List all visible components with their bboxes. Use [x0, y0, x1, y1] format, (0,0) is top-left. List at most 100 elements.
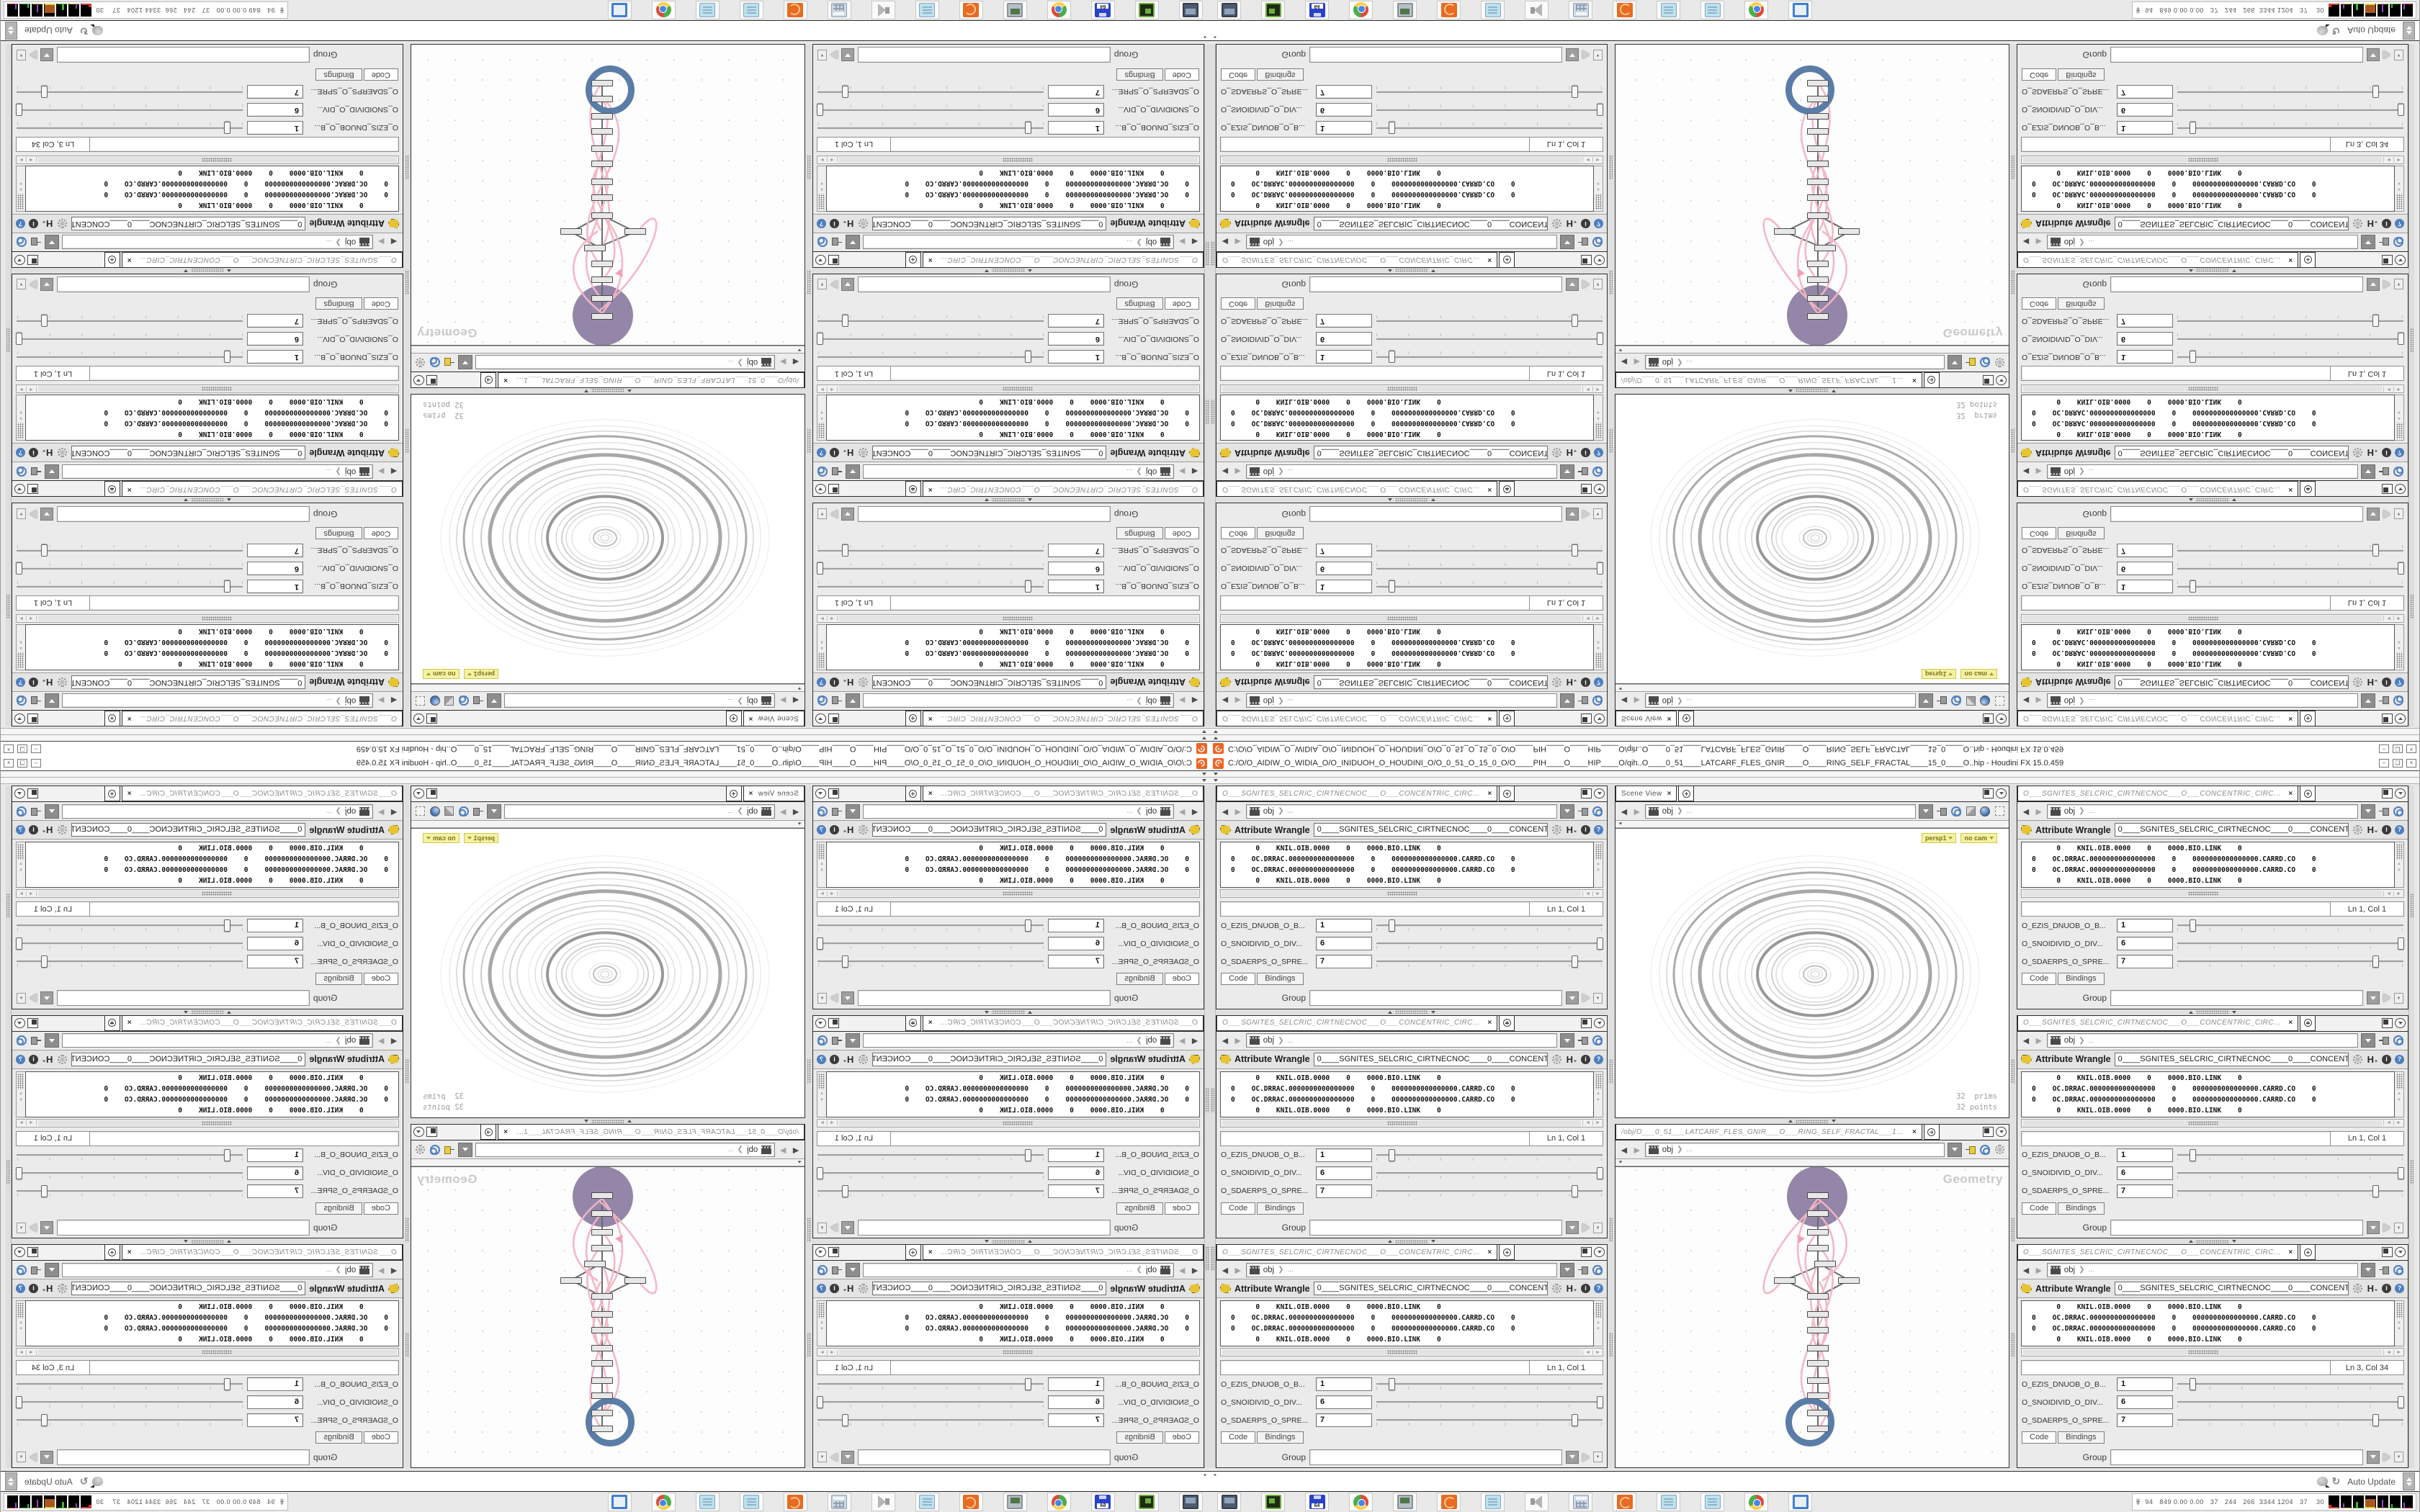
scrollbar-grip[interactable]	[2188, 1350, 2219, 1355]
pane-menu-button[interactable]	[815, 1247, 826, 1258]
group-pick-arrow-icon[interactable]	[2383, 509, 2390, 518]
network-mini-strip[interactable]	[411, 1159, 805, 1167]
scroll-up-icon[interactable]: ▲	[19, 646, 23, 650]
group-pick-arrow-icon[interactable]	[1582, 1452, 1590, 1462]
houdini-swirl-icon[interactable]	[16, 806, 27, 817]
tab-network-path[interactable]: /obj/O___0_51___LATCARF_FLES_GNIR___O___…	[498, 372, 805, 387]
group-pick-arrow-icon[interactable]	[1582, 280, 1590, 289]
pane-menu-button[interactable]	[413, 1127, 424, 1138]
path-breadcrumb[interactable]: obj ❯ ...	[1644, 693, 1916, 708]
vex-code-editor[interactable]: 0 KNIL.OIB.0000 0 0000.BIO.LINK 0 0 OC.D…	[25, 624, 399, 670]
code-vertical-scrollbar[interactable]: ▲ ▼	[817, 395, 826, 441]
scroll-up-icon[interactable]: ▲	[1596, 862, 1600, 866]
gear-icon[interactable]	[415, 1144, 426, 1156]
houdini-swirl-icon[interactable]	[429, 356, 441, 368]
tab-bindings[interactable]: Bindings	[1257, 1202, 1304, 1215]
back-button[interactable]: ◄	[1190, 805, 1200, 817]
notepad-icon[interactable]	[1657, 1493, 1680, 1511]
param-slider[interactable]	[817, 919, 1044, 932]
path-breadcrumb[interactable]: obj ❯ ...	[504, 693, 776, 708]
scrollbar-grip[interactable]	[17, 193, 24, 210]
path-dropdown-button[interactable]	[2361, 464, 2375, 479]
display-capture-icon[interactable]	[1217, 1, 1241, 19]
tab-bindings[interactable]: Bindings	[1257, 1431, 1304, 1444]
left-edge-splitter[interactable]	[1210, 44, 1216, 726]
path-breadcrumb[interactable]: obj ❯ ...	[863, 693, 1175, 708]
param-slider[interactable]	[1376, 1184, 1603, 1198]
vex-code-editor[interactable]: 0 KNIL.OIB.0000 0 0000.BIO.LINK 0 0 OC.D…	[1220, 1300, 1594, 1347]
param-value-field[interactable]: 7	[2117, 1184, 2173, 1198]
tab-code[interactable]: Code	[1164, 1202, 1199, 1215]
houdini-swirl-icon[interactable]	[16, 1035, 27, 1046]
slider-handle[interactable]	[1596, 937, 1603, 950]
new-tab-button[interactable]	[1499, 1015, 1515, 1031]
new-tab-button[interactable]	[104, 1015, 120, 1031]
group-input[interactable]	[1309, 1220, 1562, 1236]
group-dropdown-button[interactable]	[2367, 1221, 2380, 1234]
group-input[interactable]	[57, 1220, 310, 1236]
notepad-icon[interactable]	[1481, 1, 1505, 19]
scrollbar-grip[interactable]	[1002, 891, 1033, 896]
node-name-field[interactable]: 0____SGNITES_SELCRIC_CIRTNECNOC____0____…	[1313, 216, 1548, 230]
scrollbar-grip[interactable]	[1595, 193, 1602, 210]
help-icon[interactable]: ?	[1594, 1284, 1603, 1294]
back-button[interactable]: ◄	[2021, 1264, 2031, 1276]
back-button[interactable]: ◄	[1220, 236, 1230, 248]
close-icon[interactable]: ×	[1487, 485, 1492, 493]
attribute-wrangle-icon[interactable]	[2021, 678, 2032, 687]
tab-scene-view[interactable]: Scene View ×	[1615, 711, 1677, 726]
shading-globe-icon[interactable]	[1979, 696, 1991, 707]
scrollbar-grip[interactable]	[1387, 616, 1418, 621]
tab-scene-view[interactable]: Scene View ×	[743, 711, 805, 726]
new-tab-button[interactable]	[2300, 1245, 2316, 1261]
slider-handle[interactable]	[1025, 919, 1032, 932]
slider-handle[interactable]	[841, 315, 848, 328]
tab-concentric-circles-settings[interactable]: O___SGNITES_SELCRIC_CIRTNECNOC___O___CON…	[2017, 1015, 2299, 1031]
code-horizontal-scrollbar[interactable]: ◄ ►	[16, 889, 399, 898]
tab-bindings[interactable]: Bindings	[315, 1431, 362, 1444]
group-input[interactable]	[858, 1220, 1111, 1236]
new-tab-button[interactable]	[1499, 251, 1515, 267]
pane-maximize-button[interactable]	[426, 714, 437, 724]
houdini-swirl-icon[interactable]	[2393, 466, 2404, 477]
new-tab-button[interactable]	[905, 711, 921, 726]
param-value-field[interactable]: 7	[1048, 1413, 1104, 1428]
splitter-grip[interactable]	[2410, 894, 2414, 918]
pane-menu-button[interactable]	[2395, 254, 2406, 265]
param-slider[interactable]	[817, 332, 1044, 346]
pin-icon[interactable]	[1577, 806, 1589, 817]
back-button[interactable]: ◄	[791, 805, 801, 817]
gear-icon[interactable]	[2352, 1053, 2364, 1065]
houdini-help-h-icon[interactable]: H	[2367, 218, 2378, 229]
group-input[interactable]	[57, 1449, 310, 1465]
slider-handle[interactable]	[2372, 544, 2380, 557]
network-node[interactable]	[560, 228, 582, 235]
notepad-icon[interactable]	[1700, 1, 1724, 19]
info-icon[interactable]: i	[1581, 678, 1590, 687]
network-node[interactable]	[591, 1377, 613, 1385]
param-value-field[interactable]: 1	[2117, 1148, 2173, 1162]
pane-menu-button[interactable]	[2395, 1247, 2406, 1258]
code-vertical-scrollbar[interactable]: ▲ ▼	[2395, 395, 2404, 441]
close-icon[interactable]: ×	[127, 485, 132, 493]
new-tab-button[interactable]	[104, 1245, 120, 1261]
pane-maximize-button[interactable]	[828, 1247, 839, 1258]
scroll-up-icon[interactable]: ▲	[19, 1320, 23, 1326]
scroll-down-icon[interactable]: ▼	[820, 1327, 824, 1332]
param-slider[interactable]	[2177, 1166, 2404, 1180]
scroll-up-icon[interactable]: ▲	[1596, 416, 1600, 421]
param-value-field[interactable]: 6	[1316, 102, 1372, 117]
tab-bindings[interactable]: Bindings	[1257, 68, 1304, 81]
pane-scroll-down-button[interactable]: ▼	[1593, 279, 1603, 290]
group-input[interactable]	[858, 47, 1111, 63]
scrollbar-grip[interactable]	[818, 652, 825, 668]
pane-menu-button[interactable]	[1996, 1127, 2007, 1138]
scrollbar-grip[interactable]	[1595, 423, 1602, 439]
tab-concentric-circles-settings[interactable]: O___SGNITES_SELCRIC_CIRTNECNOC___O___CON…	[2017, 481, 2299, 497]
console-icon[interactable]	[1261, 1493, 1285, 1511]
scrollbar-grip[interactable]	[17, 1302, 24, 1319]
tab-concentric-circles-settings[interactable]: O___SGNITES_SELCRIC_CIRTNECNOC___O___CON…	[1216, 1015, 1498, 1031]
breadcrumb-context[interactable]: obj	[2063, 467, 2076, 476]
scrollbar-track[interactable]	[838, 891, 1198, 896]
expand-chevrons-icon[interactable]: ««	[2134, 7, 2143, 13]
